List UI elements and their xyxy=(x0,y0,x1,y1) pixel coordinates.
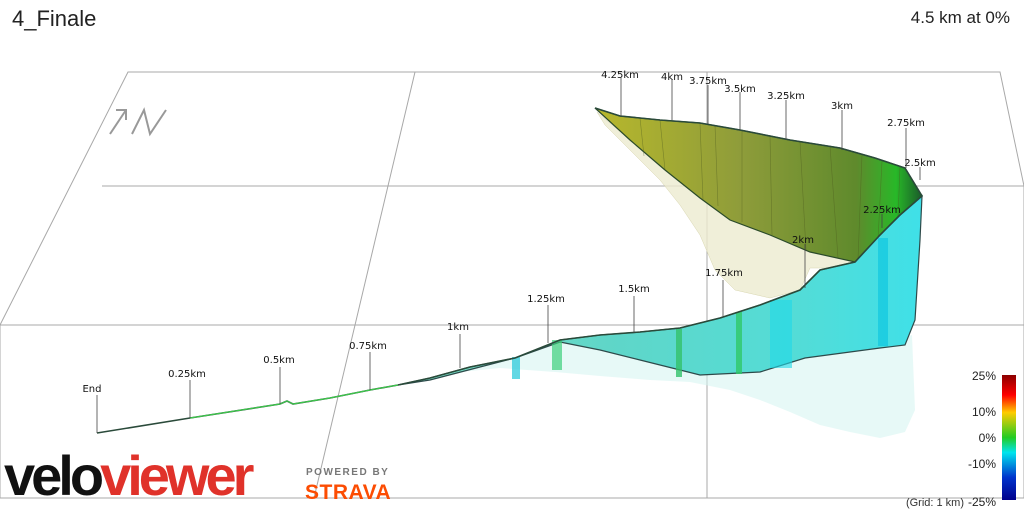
grid-note: (Grid: 1 km) xyxy=(906,497,964,509)
km-marker-label: 2.25km xyxy=(863,205,901,216)
km-marker-label: 3.25km xyxy=(767,91,805,102)
km-marker-label: 1.75km xyxy=(705,268,743,279)
km-marker-label: 1.5km xyxy=(618,284,649,295)
km-marker-label: 2.75km xyxy=(887,118,925,129)
km-markers: End 0.25km 0.5km 0.75km 1km 1.25km 1.5km 1.75km… xyxy=(82,70,936,433)
legend-label-3: -10% xyxy=(968,457,996,471)
km-marker-label: 4km xyxy=(661,72,683,83)
north-arrow-icon xyxy=(109,107,167,137)
km-marker-label: 1.25km xyxy=(527,294,565,305)
km-marker-label: 2km xyxy=(792,235,814,246)
km-marker-label: 3km xyxy=(831,101,853,112)
legend-colorbar xyxy=(1002,375,1016,500)
profile-stripes-upper xyxy=(639,117,901,261)
route-summary: 4.5 km at 0% xyxy=(910,8,1010,27)
legend-label-0: 25% xyxy=(972,369,996,383)
km-marker-label: 2.5km xyxy=(904,158,935,169)
route-title: 4_Finale xyxy=(12,6,97,31)
km-marker-label: 0.5km xyxy=(263,355,294,366)
legend-label-1: 10% xyxy=(972,405,996,419)
km-marker-label: 4.25km xyxy=(601,70,639,81)
gradient-legend: 25% 10% 0% -10% -25% (Grid: 1 km) xyxy=(906,369,1016,509)
km-marker-label: 3.5km xyxy=(724,84,755,95)
km-marker-label: End xyxy=(82,384,101,395)
km-marker-label: 0.75km xyxy=(349,341,387,352)
profile-stripes-lower xyxy=(512,238,888,379)
legend-label-2: 0% xyxy=(979,431,997,445)
km-marker-label: 0.25km xyxy=(168,369,206,380)
legend-label-4: -25% xyxy=(968,495,996,509)
km-marker-label: 1km xyxy=(447,322,469,333)
km-marker-label: 3.75km xyxy=(689,76,727,87)
powered-by-label: POWERED BY xyxy=(306,467,390,478)
profile-shadow-lower xyxy=(395,335,915,438)
veloviewer-logo: veloviewer xyxy=(4,444,254,507)
strava-logo: STRAVA xyxy=(305,481,392,504)
